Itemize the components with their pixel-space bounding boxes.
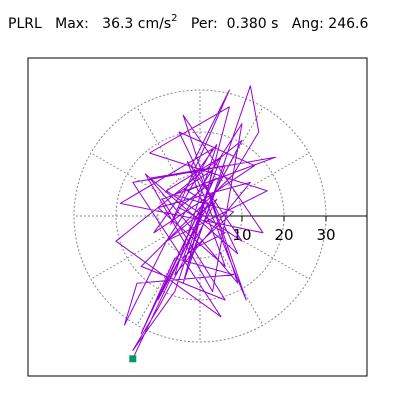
max-unit: cm/s <box>137 15 172 32</box>
ang-label: Ang: <box>291 15 324 32</box>
per-label: Per: <box>190 15 218 32</box>
grid-spoke-210 <box>90 236 164 280</box>
motion-trace <box>115 85 277 360</box>
trace-path <box>115 85 277 360</box>
max-marker-square <box>129 355 137 363</box>
header: PLRL Max: 36.3 cm/s2 Per: 0.380 s Ang: 2… <box>8 13 369 34</box>
grid-spoke-30 <box>236 152 310 196</box>
radial-ticks: 10 20 30 <box>232 216 336 244</box>
max-unit-exponent: 2 <box>171 13 178 24</box>
max-value: 36.3 <box>102 15 134 32</box>
tick-label-10: 10 <box>232 226 251 244</box>
tick-label-30: 30 <box>316 226 335 244</box>
grid-spoke-120 <box>136 106 180 180</box>
grid-spoke-150 <box>90 152 164 196</box>
tick-label-20: 20 <box>274 226 293 244</box>
per-value: 0.380 s <box>226 15 279 32</box>
station-code: PLRL <box>8 15 42 32</box>
max-label: Max: <box>55 15 89 32</box>
ang-value: 246.6 <box>328 15 369 32</box>
plot-frame <box>27 57 368 377</box>
max-marker <box>129 355 137 363</box>
grid-spoke-330 <box>236 236 310 280</box>
